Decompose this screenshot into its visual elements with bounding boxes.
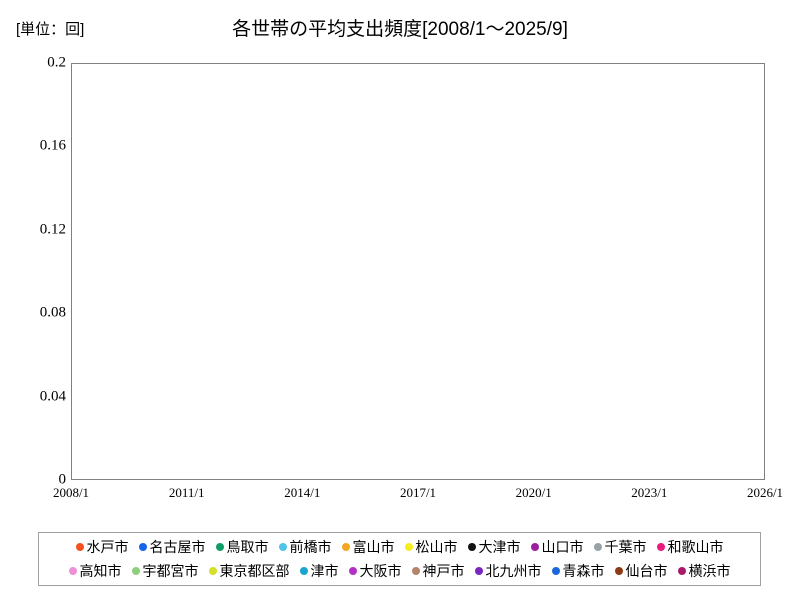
legend-label: 山口市: [541, 539, 584, 555]
legend-marker-icon: [68, 567, 77, 575]
legend-item-神戸市[interactable]: 神戸市: [411, 563, 465, 579]
legend-item-前橋市[interactable]: 前橋市: [278, 539, 332, 555]
legend-marker-icon: [467, 543, 476, 551]
legend-label: 名古屋市: [149, 539, 206, 555]
legend-marker-icon: [278, 543, 287, 551]
legend-marker-icon: [348, 567, 357, 575]
legend-label: 神戸市: [422, 563, 465, 579]
legend-marker-icon: [299, 567, 308, 575]
legend-item-和歌山市[interactable]: 和歌山市: [656, 539, 724, 555]
legend-marker-icon: [131, 567, 140, 575]
y-tick-label: 0.08: [39, 304, 66, 321]
legend-marker-icon: [411, 567, 420, 575]
legend-item-名古屋市[interactable]: 名古屋市: [138, 539, 206, 555]
legend-label: 津市: [310, 563, 339, 579]
legend-marker-icon: [404, 543, 413, 551]
legend-item-大阪市[interactable]: 大阪市: [348, 563, 402, 579]
x-tick-label: 2008/1: [52, 485, 90, 500]
legend-marker-icon: [341, 543, 350, 551]
x-tick-label: 2014/1: [284, 485, 321, 500]
legend-label: 和歌山市: [667, 539, 724, 555]
legend-item-山口市[interactable]: 山口市: [530, 539, 584, 555]
legend-marker-icon: [530, 543, 539, 551]
legend-label: 前橋市: [289, 539, 332, 555]
legend-marker-icon: [138, 543, 147, 551]
plot-area: [71, 63, 765, 480]
y-tick-label: 0.2: [47, 54, 66, 71]
x-tick-label: 2017/1: [399, 485, 437, 500]
unit-label: [単位：回]: [16, 21, 85, 38]
chart-title: 各世帯の平均支出頻度[2008/1～2025/9]: [232, 19, 568, 40]
legend-label: 青森市: [562, 563, 605, 579]
legend-marker-icon: [474, 567, 483, 575]
y-tick-label: 0.04: [39, 388, 66, 405]
legend-label: 松山市: [415, 539, 458, 555]
legend-marker-icon: [551, 567, 560, 575]
legend-label: 東京都区部: [219, 563, 290, 579]
legend-item-青森市[interactable]: 青森市: [551, 563, 605, 579]
y-axis-tick-labels: 0 0.04 0.08 0.12 0.16 0.2: [0, 0, 66, 600]
legend-marker-icon: [75, 543, 84, 551]
legend: 水戸市 名古屋市 鳥取市 前橋市 富山市 松山市 大津市 山口市 千葉市 和歌山市 高知市 宇都宮市…: [38, 532, 761, 586]
y-tick-label: 0.12: [39, 221, 66, 238]
x-tick-label: 2026/1: [746, 485, 784, 500]
plot-frame: [71, 63, 765, 480]
legend-label: 北九州市: [485, 563, 542, 579]
legend-item-富山市[interactable]: 富山市: [341, 539, 395, 555]
x-tick-label: 2020/1: [515, 485, 552, 500]
legend-label: 横浜市: [688, 563, 731, 579]
legend-item-松山市[interactable]: 松山市: [404, 539, 458, 555]
legend-label: 仙台市: [625, 563, 668, 579]
y-tick-label: 0: [58, 471, 67, 488]
legend-label: 千葉市: [604, 539, 647, 555]
legend-marker-icon: [677, 567, 686, 575]
legend-item-千葉市[interactable]: 千葉市: [593, 539, 647, 555]
legend-item-津市[interactable]: 津市: [299, 563, 339, 579]
legend-item-北九州市[interactable]: 北九州市: [474, 563, 542, 579]
legend-marker-icon: [614, 567, 623, 575]
legend-item-宇都宮市[interactable]: 宇都宮市: [131, 563, 199, 579]
legend-label: 水戸市: [86, 539, 129, 555]
legend-label: 大津市: [478, 539, 521, 555]
legend-item-高知市[interactable]: 高知市: [68, 563, 122, 579]
legend-label: 鳥取市: [226, 539, 269, 555]
x-tick-label: 2023/1: [631, 485, 668, 500]
legend-item-大津市[interactable]: 大津市: [467, 539, 521, 555]
legend-item-仙台市[interactable]: 仙台市: [614, 563, 668, 579]
legend-marker-icon: [215, 543, 224, 551]
legend-row: 水戸市 名古屋市 鳥取市 前橋市 富山市 松山市 大津市 山口市 千葉市 和歌山市: [39, 536, 760, 558]
legend-item-東京都区部[interactable]: 東京都区部: [208, 563, 290, 579]
legend-marker-icon: [656, 543, 665, 551]
legend-item-横浜市[interactable]: 横浜市: [677, 563, 731, 579]
legend-marker-icon: [208, 567, 217, 575]
legend-row: 高知市 宇都宮市 東京都区部 津市 大阪市 神戸市 北九州市 青森市 仙台市 横浜市: [39, 560, 760, 582]
legend-label: 富山市: [352, 539, 395, 555]
legend-label: 大阪市: [359, 563, 402, 579]
y-tick-label: 0.16: [39, 137, 66, 154]
legend-item-水戸市[interactable]: 水戸市: [75, 539, 129, 555]
legend-label: 高知市: [79, 563, 122, 579]
x-tick-label: 2011/1: [168, 485, 205, 500]
legend-label: 宇都宮市: [142, 563, 199, 579]
legend-marker-icon: [593, 543, 602, 551]
legend-item-鳥取市[interactable]: 鳥取市: [215, 539, 269, 555]
